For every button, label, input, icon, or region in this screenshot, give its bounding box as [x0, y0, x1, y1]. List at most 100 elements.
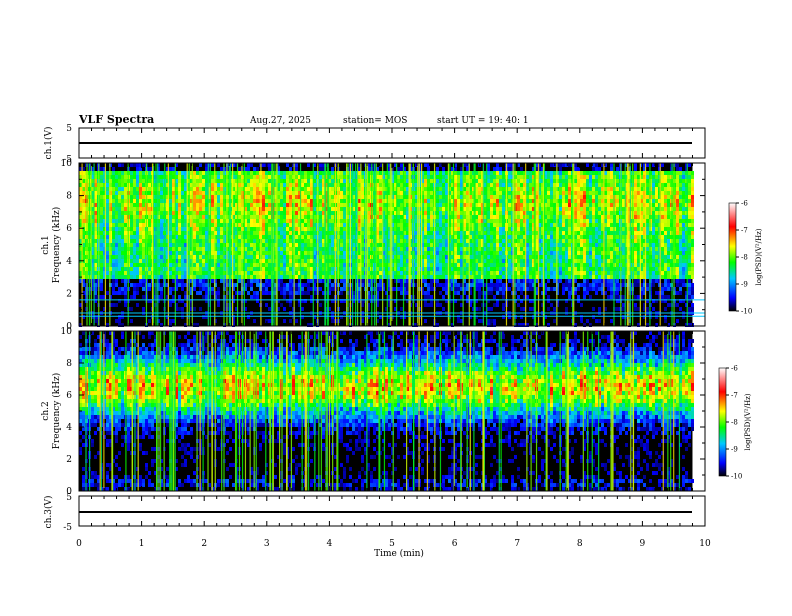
spectrogram-cell [199, 227, 202, 231]
spectrogram-cell [133, 243, 136, 247]
spectrogram-cell [529, 263, 532, 267]
spectrogram-cell [268, 187, 271, 191]
spectrogram-cell [424, 171, 427, 175]
spectrogram-cell [478, 191, 481, 195]
spectrogram-cell [172, 215, 175, 219]
spectrogram-cell [430, 215, 433, 219]
spectrogram-cell [169, 255, 172, 259]
spectrogram-cell [439, 163, 442, 167]
spectrogram-cell [121, 235, 124, 239]
spectrogram-cell [118, 243, 121, 247]
spectrogram-cell [250, 279, 253, 283]
spectrogram-cell [442, 275, 445, 279]
spectrogram-cell [445, 251, 448, 255]
spectrogram-cell [238, 267, 241, 271]
spectrogram-cell [490, 259, 493, 263]
spectrogram-cell [280, 203, 283, 207]
spectrogram-cell [220, 247, 223, 251]
spectrogram-cell [430, 175, 433, 179]
spectrogram-cell [193, 195, 196, 199]
spectrogram-cell [454, 179, 457, 183]
spectrogram-cell [250, 247, 253, 251]
spectrogram-cell [445, 191, 448, 195]
spectrogram-cell [307, 255, 310, 259]
spectrogram-cell [427, 295, 430, 299]
spectrogram-cell [502, 199, 505, 203]
spectrogram-cell [289, 167, 292, 171]
spectrogram-cell [517, 187, 520, 191]
spectrogram-cell [490, 219, 493, 223]
spectrogram-cell [136, 199, 139, 203]
spectrogram-cell [205, 263, 208, 267]
spectrogram-cell [148, 259, 151, 263]
spectrogram-cell [517, 259, 520, 263]
spectrogram-cell [184, 243, 187, 247]
spectrogram-cell [529, 227, 532, 231]
spectrogram-cell [283, 307, 286, 311]
spectrogram-cell [115, 179, 118, 183]
spectrogram-cell [454, 255, 457, 259]
spectrogram-cell [502, 259, 505, 263]
spectrogram-cell [202, 235, 205, 239]
spectrogram-cell [436, 251, 439, 255]
spectrogram-cell [181, 267, 184, 271]
spectrogram-cell [304, 231, 307, 235]
spectrogram-cell [196, 235, 199, 239]
spectrogram-cell [160, 239, 163, 243]
spectrogram-cell [211, 243, 214, 247]
spectrogram-cell [340, 223, 343, 227]
spectrogram-cell [307, 163, 310, 167]
spectrogram-cell [310, 183, 313, 187]
spectrogram-cell [454, 239, 457, 243]
spectrogram-cell [148, 175, 151, 179]
spectrogram-cell [427, 219, 430, 223]
spectrogram-cell [424, 199, 427, 203]
spectrogram-cell [457, 219, 460, 223]
spectrogram-cell [301, 179, 304, 183]
spectrogram-cell [457, 247, 460, 251]
spectrogram-cell [493, 295, 496, 299]
spectrogram-cell [496, 255, 499, 259]
spectrogram-cell [379, 283, 382, 287]
spectrogram-cell [253, 167, 256, 171]
spectrogram-cell [520, 235, 523, 239]
spectrogram-cell [295, 235, 298, 239]
spectrogram-cell [280, 199, 283, 203]
spectrogram-cell [142, 271, 145, 275]
spectrogram-cell [211, 223, 214, 227]
spectrogram-cell [121, 187, 124, 191]
spectrogram-cell [502, 195, 505, 199]
spectrogram-cell [265, 251, 268, 255]
spectrogram-cell [202, 295, 205, 299]
spectrogram-cell [184, 223, 187, 227]
spectrogram-cell [115, 319, 118, 323]
spectrogram-cell [262, 283, 265, 287]
spectrogram-cell [397, 271, 400, 275]
spectrogram-cell [133, 251, 136, 255]
spectrogram-cell [181, 183, 184, 187]
spectrogram-cell [250, 227, 253, 231]
spectrogram-cell [343, 191, 346, 195]
spectrogram-cell [289, 191, 292, 195]
spectrogram-cell [301, 267, 304, 271]
spectrogram-cell [307, 187, 310, 191]
spectrogram-cell [397, 199, 400, 203]
spectrogram-cell [319, 211, 322, 215]
spectrogram-cell [517, 199, 520, 203]
spectrogram-cell [397, 259, 400, 263]
spectrogram-cell [442, 227, 445, 231]
spectrogram-cell [115, 267, 118, 271]
spectrogram-cell [199, 223, 202, 227]
spectrogram-cell [142, 175, 145, 179]
spectrogram-cell [343, 275, 346, 279]
spectrogram-cell [100, 175, 103, 179]
spectrogram-cell [289, 291, 292, 295]
spectrogram-cell [142, 219, 145, 223]
spectrogram-cell [265, 247, 268, 251]
spectrogram-cell [193, 179, 196, 183]
spectrogram-cell [520, 279, 523, 283]
spectrogram-cell [310, 263, 313, 267]
spectrogram-cell [193, 223, 196, 227]
spectrogram-cell [256, 235, 259, 239]
spectrogram-cell [457, 231, 460, 235]
